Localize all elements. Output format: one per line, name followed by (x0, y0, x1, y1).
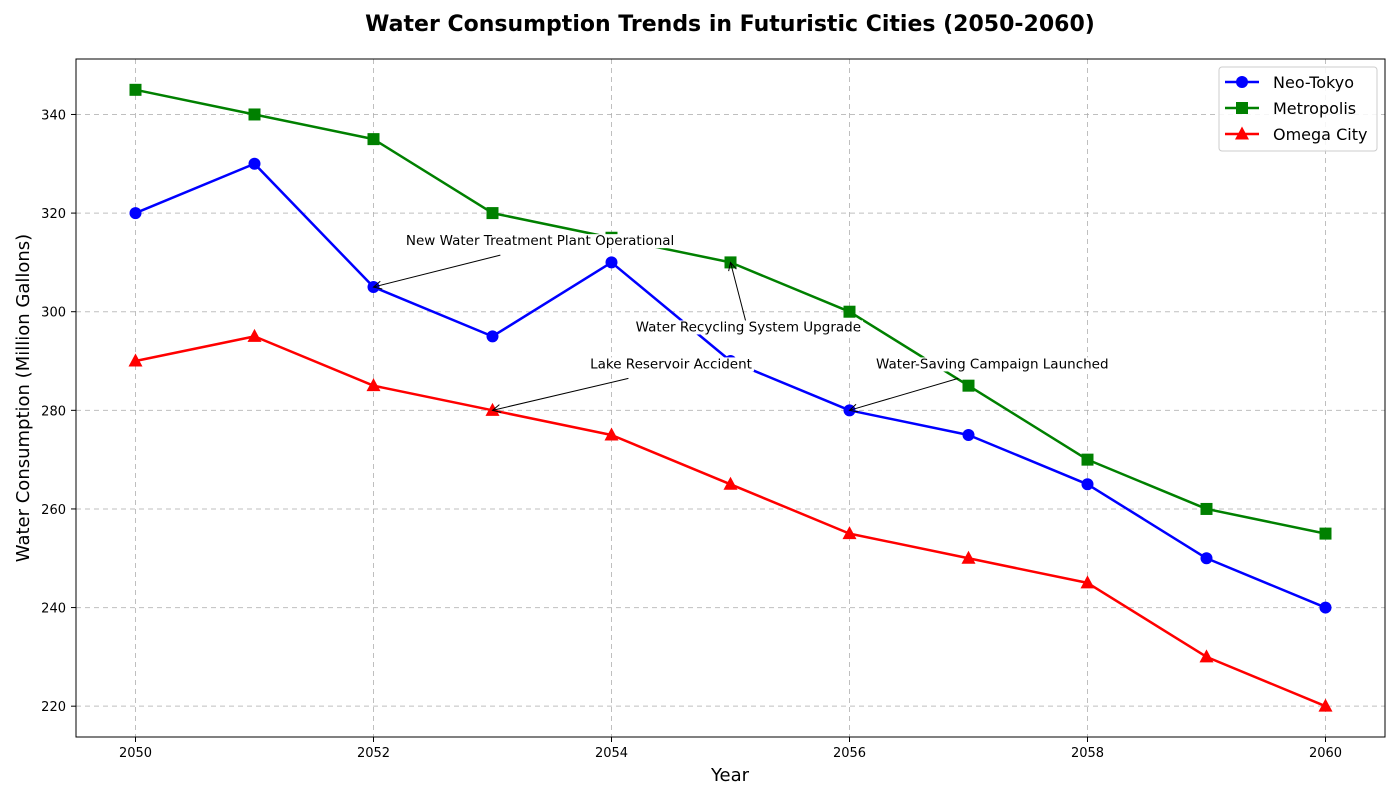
x-tick-label: 2060 (1309, 746, 1342, 761)
legend: Neo-Tokyo Metropolis Omega City (1218, 66, 1378, 152)
legend-label: Neo-Tokyo (1273, 73, 1354, 92)
data-point-neo-tokyo (605, 256, 618, 269)
y-axis-label: Water Consumption (Million Gallons) (13, 234, 34, 562)
data-point-metropolis (367, 133, 380, 146)
annotation-label: New Water Treatment Plant Operational (406, 233, 674, 249)
data-point-omega-city (1318, 698, 1333, 712)
annotation-bg (633, 320, 864, 335)
data-point-omega-city (604, 427, 619, 441)
y-tick-label: 280 (41, 404, 66, 419)
legend-item-omega-city: Omega City (1225, 125, 1367, 144)
series-omega-city (128, 328, 1333, 712)
annotation: Water Recycling System Upgrade (633, 262, 864, 335)
x-axis-label: Year (710, 765, 750, 786)
data-point-metropolis (1200, 502, 1213, 515)
data-point-neo-tokyo (1081, 478, 1094, 491)
x-tick-label: 2052 (357, 746, 390, 761)
data-point-omega-city (842, 526, 857, 540)
y-tick-label: 260 (41, 503, 66, 518)
legend-label: Metropolis (1273, 99, 1356, 118)
annotation-arrow (731, 262, 747, 322)
y-tick-label: 320 (41, 207, 66, 222)
y-tick-label: 240 (41, 602, 66, 617)
data-point-neo-tokyo (129, 207, 142, 220)
annotation-arrow (374, 254, 501, 287)
legend-marker (1236, 102, 1248, 114)
annotation-label: Lake Reservoir Accident (590, 356, 752, 372)
data-point-neo-tokyo (486, 330, 499, 343)
chart-title: Water Consumption Trends in Futuristic C… (365, 12, 1095, 37)
data-point-omega-city (723, 476, 738, 490)
annotation-bg (403, 234, 677, 249)
data-point-metropolis (486, 207, 499, 220)
legend-label: Omega City (1273, 125, 1367, 144)
annotation: New Water Treatment Plant Operational (374, 233, 677, 287)
y-tick-label: 300 (41, 306, 66, 321)
annotation-label: Water-Saving Campaign Launched (876, 356, 1109, 372)
data-point-metropolis (1081, 453, 1094, 466)
data-point-omega-city (128, 353, 143, 367)
legend-marker (1235, 126, 1249, 140)
data-point-neo-tokyo (962, 428, 975, 441)
data-point-neo-tokyo (1319, 601, 1332, 614)
legend-box (1218, 66, 1378, 152)
data-point-omega-city (247, 328, 262, 342)
annotation: Lake Reservoir Accident (493, 356, 754, 410)
axes: 2050 2052 2054 2056 2058 2060 220 240 260 280 300 3… (41, 58, 1386, 761)
annotations-layer: New Water Treatment Plant Operational Wat… (374, 233, 1111, 410)
grid (76, 59, 1385, 737)
series-layer (128, 83, 1333, 712)
data-point-omega-city (961, 550, 976, 564)
data-point-omega-city (1199, 649, 1214, 663)
x-tick-label: 2050 (119, 746, 152, 761)
y-tick-label: 220 (41, 700, 66, 715)
data-point-metropolis (962, 379, 975, 392)
x-tick-label: 2056 (833, 746, 866, 761)
data-point-metropolis (129, 83, 142, 96)
annotation-label: Water Recycling System Upgrade (636, 319, 861, 335)
x-tick-label: 2058 (1071, 746, 1104, 761)
legend-item-metropolis: Metropolis (1225, 99, 1356, 118)
annotation: Water-Saving Campaign Launched (850, 356, 1111, 410)
annotation-bg (588, 357, 754, 372)
data-point-metropolis (248, 108, 261, 121)
data-point-neo-tokyo (1200, 552, 1213, 565)
plot-frame (75, 58, 1386, 738)
legend-marker (1236, 76, 1248, 88)
series-line-neo-tokyo (135, 162, 1326, 609)
data-point-omega-city (1080, 575, 1095, 589)
data-point-omega-city (366, 378, 381, 392)
legend-item-neo-tokyo: Neo-Tokyo (1225, 73, 1354, 92)
data-point-metropolis (843, 305, 856, 318)
annotation-arrow (850, 377, 959, 410)
y-tick-label: 340 (41, 108, 66, 123)
series-neo-tokyo (129, 157, 1332, 614)
annotation-bg (874, 357, 1111, 372)
data-point-neo-tokyo (248, 157, 261, 170)
x-tick-label: 2054 (595, 746, 628, 761)
annotation-arrow (493, 377, 629, 410)
data-point-metropolis (1319, 527, 1332, 540)
